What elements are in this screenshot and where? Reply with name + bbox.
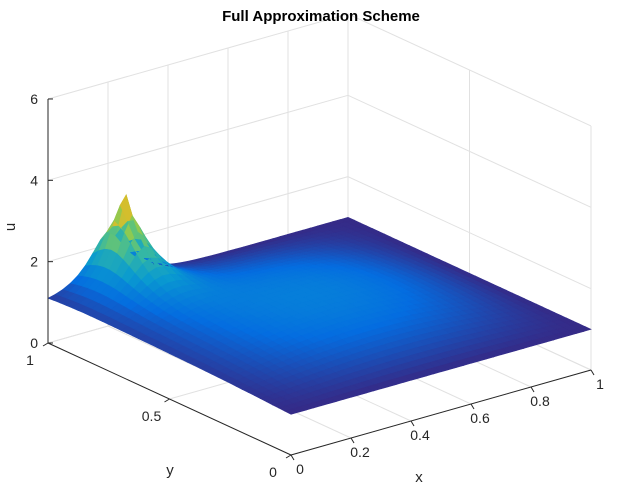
y-tick-label: 0.5 [142,408,162,424]
grid-line [347,94,592,208]
y-tick-label: 1 [26,352,34,368]
x-axis-label: x [415,469,423,484]
y-tick-mark [42,342,49,347]
y-axis-label: y [166,462,174,479]
x-axis-line [290,369,592,456]
x-tick-mark [410,420,415,427]
x-tick-label: 0.2 [350,444,370,460]
x-tick-mark [350,437,355,444]
x-tick-mark [290,454,295,461]
z-tick-label: 0 [30,335,38,351]
grid-line [347,13,592,127]
z-tick-label: 2 [30,254,38,270]
x-tick-mark [530,386,535,393]
x-tick-mark [590,369,595,376]
y-tick-label: 0 [269,464,277,480]
axes [42,98,595,461]
grid-line [47,13,349,100]
surface-patch [576,326,592,332]
x-tick-label: 0.6 [470,410,490,426]
y-tick-mark [164,398,170,403]
x-tick-mark [470,403,475,410]
z-axis-label: u [2,223,19,231]
y-tick-mark [285,454,292,459]
grid-line [47,94,349,181]
z-tick-label: 6 [30,91,38,107]
z-tick-label: 4 [30,172,38,188]
surface [47,193,592,415]
x-tick-label: 0.4 [410,427,430,443]
grid-line [347,176,592,290]
labels: Full Approximation Scheme x y u 0 0.2 0.4 0… [2,8,604,484]
chart-title: Full Approximation Scheme [222,8,420,25]
x-tick-label: 1 [596,376,604,392]
x-tick-label: 0.8 [530,393,550,409]
x-tick-label: 0 [296,461,304,477]
